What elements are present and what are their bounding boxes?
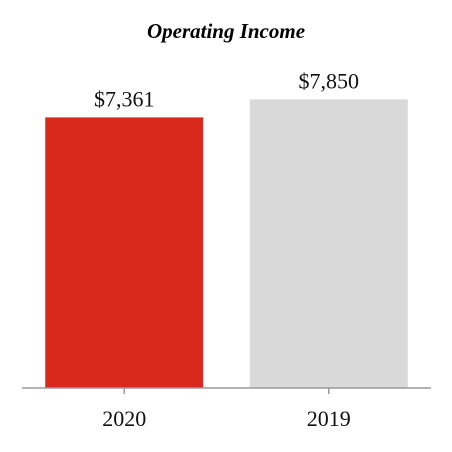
chart-title: Operating Income (147, 19, 305, 43)
bar-2020 (45, 117, 204, 388)
x-tick-label-2020: 2020 (102, 406, 146, 431)
data-label-2020: $7,361 (94, 86, 155, 111)
x-tick-label-2019: 2019 (307, 406, 351, 431)
data-label-2019: $7,850 (299, 68, 360, 93)
bar-2019 (249, 99, 408, 389)
bars-layer (45, 99, 408, 389)
data-labels-layer: $7,361 $7,850 (94, 68, 359, 111)
x-ticks-layer: 2020 2019 (102, 388, 351, 431)
